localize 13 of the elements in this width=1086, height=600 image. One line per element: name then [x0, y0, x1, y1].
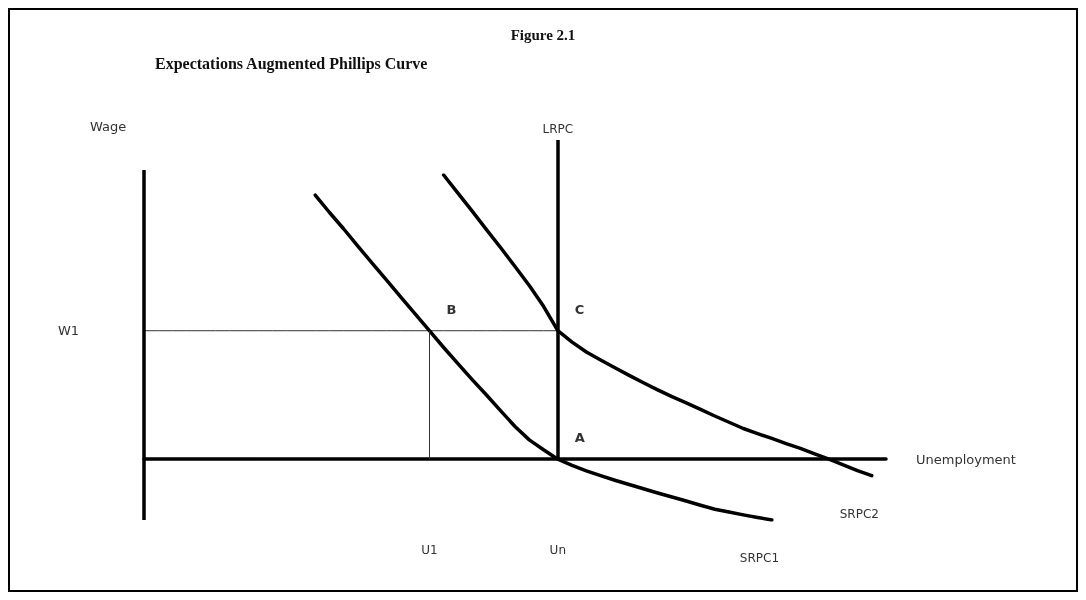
- annotation: C: [574, 301, 585, 317]
- chart-title: Figure 2.1: [510, 26, 576, 43]
- annotation: A: [574, 430, 585, 446]
- text: W1: [57, 323, 79, 339]
- x-axis-title: Unemployment: [916, 451, 1016, 467]
- text: SRPC2: [839, 506, 879, 521]
- ref-line-label: LRPC: [542, 122, 574, 136]
- annotation: B: [446, 301, 457, 317]
- x-tick-label: Un: [549, 543, 566, 557]
- text: SRPC1: [739, 551, 780, 565]
- y-axis-title: Wage: [90, 119, 127, 134]
- chart-subtitle: Expectations Augmented Phillips Curve: [155, 54, 428, 73]
- x-tick-label: U1: [421, 543, 438, 557]
